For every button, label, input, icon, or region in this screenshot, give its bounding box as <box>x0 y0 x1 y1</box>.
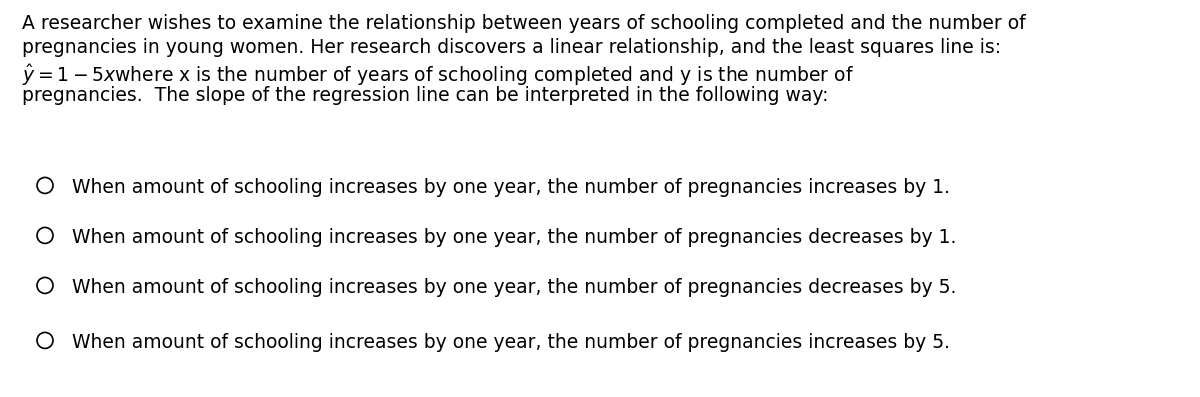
Text: pregnancies.  The slope of the regression line can be interpreted in the followi: pregnancies. The slope of the regression… <box>22 86 828 105</box>
Text: When amount of schooling increases by one year, the number of pregnancies increa: When amount of schooling increases by on… <box>72 178 950 197</box>
Text: $\hat{y} = 1 - 5x$where x is the number of years of schooling completed and y is: $\hat{y} = 1 - 5x$where x is the number … <box>22 62 854 88</box>
Text: When amount of schooling increases by one year, the number of pregnancies decrea: When amount of schooling increases by on… <box>72 228 956 247</box>
Text: When amount of schooling increases by one year, the number of pregnancies decrea: When amount of schooling increases by on… <box>72 278 956 297</box>
Text: When amount of schooling increases by one year, the number of pregnancies increa: When amount of schooling increases by on… <box>72 333 950 352</box>
Text: A researcher wishes to examine the relationship between years of schooling compl: A researcher wishes to examine the relat… <box>22 14 1026 33</box>
Text: pregnancies in young women. Her research discovers a linear relationship, and th: pregnancies in young women. Her research… <box>22 38 1001 57</box>
